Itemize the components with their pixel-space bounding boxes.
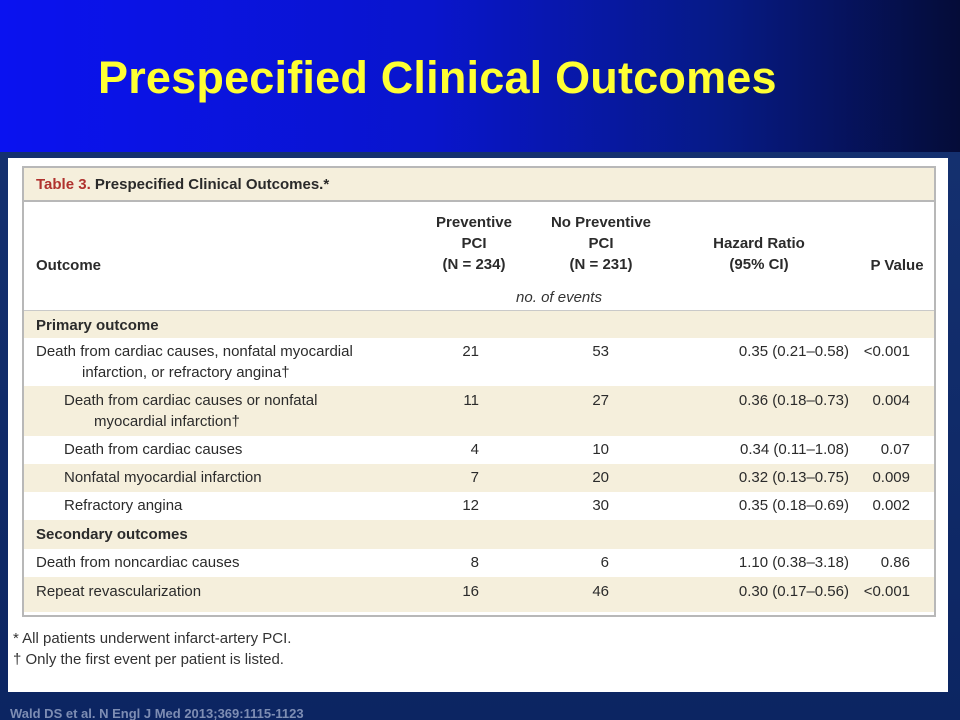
hazard-ratio-cell: 0.35 (0.18–0.69) (738, 497, 849, 514)
outcome-line1: Death from cardiac causes, nonfatal myoc… (36, 343, 353, 360)
header-no-preventive-pci: No Preventive PCI (N = 231) (536, 212, 666, 275)
preventive-cell: 16 (462, 583, 479, 600)
table-caption-text: Prespecified Clinical Outcomes.* (94, 176, 330, 193)
outcome-line1: Death from cardiac causes or nonfatal (64, 392, 318, 409)
table-row: Repeat revascularization 16 46 0.30 (0.1… (24, 577, 934, 612)
header-preventive-line2: PCI (461, 235, 487, 252)
no-preventive-cell: 30 (592, 497, 609, 514)
no-preventive-cell: 10 (592, 441, 609, 458)
hazard-ratio-cell: 0.36 (0.18–0.73) (738, 392, 849, 409)
table-row: Death from cardiac causes or nonfatal my… (24, 386, 934, 436)
p-value-cell: 0.009 (872, 469, 910, 486)
outcome-cell: Death from cardiac causes (64, 441, 243, 458)
section-secondary: Secondary outcomes (24, 520, 934, 549)
outcome-line2: infarction, or refractory angina† (82, 364, 290, 381)
no-preventive-cell: 53 (592, 343, 609, 360)
p-value-cell: <0.001 (863, 343, 910, 360)
table-header: Outcome Preventive PCI (N = 234) No Prev… (24, 202, 934, 311)
preventive-cell: 4 (470, 441, 479, 458)
outcome-cell: Death from cardiac causes, nonfatal myoc… (36, 341, 353, 383)
hazard-ratio-cell: 0.30 (0.17–0.56) (738, 583, 849, 600)
table-row: Death from noncardiac causes 8 6 1.10 (0… (24, 549, 934, 577)
header-hazard-ratio: Hazard Ratio (95% CI) (684, 233, 834, 275)
section-label: Primary outcome (36, 317, 159, 334)
header-no-preventive-line1: No Preventive (550, 214, 652, 231)
preventive-cell: 8 (470, 554, 479, 571)
hazard-ratio-cell: 1.10 (0.38–3.18) (738, 554, 849, 571)
footnote: * All patients underwent infarct-artery … (13, 630, 292, 647)
no-preventive-cell: 27 (592, 392, 609, 409)
outcome-cell: Death from noncardiac causes (36, 554, 240, 571)
header-preventive-pci: Preventive PCI (N = 234) (419, 212, 529, 275)
preventive-cell: 11 (463, 392, 479, 409)
header-hazard-line2: (95% CI) (729, 256, 789, 273)
source-citation: Wald DS et al. N Engl J Med 2013;369:111… (10, 706, 304, 720)
table-row: Refractory angina 12 30 0.35 (0.18–0.69)… (24, 492, 934, 520)
p-value-cell: 0.86 (880, 554, 910, 571)
no-preventive-cell: 20 (592, 469, 609, 486)
header-outcome: Outcome (36, 257, 102, 274)
header-no-preventive-line3: (N = 231) (569, 256, 633, 273)
header-hazard-line1: Hazard Ratio (713, 235, 805, 252)
table-row: Death from cardiac causes, nonfatal myoc… (24, 338, 934, 386)
hazard-ratio-cell: 0.34 (0.11–1.08) (740, 441, 849, 458)
footnote: † Only the first event per patient is li… (13, 651, 284, 668)
header-no-preventive-line2: PCI (588, 235, 614, 252)
table-row: Nonfatal myocardial infarction 7 20 0.32… (24, 464, 934, 492)
preventive-cell: 21 (462, 343, 479, 360)
p-value-cell: 0.002 (872, 497, 910, 514)
hazard-ratio-cell: 0.32 (0.13–0.75) (738, 469, 849, 486)
slide-title: Prespecified Clinical Outcomes (98, 52, 777, 103)
table-caption: Table 3. Prespecified Clinical Outcomes.… (24, 168, 934, 202)
outcome-line2: myocardial infarction† (94, 413, 240, 430)
section-label: Secondary outcomes (36, 526, 188, 543)
p-value-cell: <0.001 (863, 583, 910, 600)
hazard-ratio-cell: 0.35 (0.21–0.58) (738, 343, 849, 360)
outcomes-table: Table 3. Prespecified Clinical Outcomes.… (22, 166, 936, 617)
table-row: Death from cardiac causes 4 10 0.34 (0.1… (24, 436, 934, 464)
table-footnotes: * All patients underwent infarct-artery … (13, 628, 291, 670)
preventive-cell: 12 (462, 497, 479, 514)
outcome-cell: Refractory angina (64, 497, 183, 514)
section-primary: Primary outcome (24, 311, 934, 338)
title-banner: Prespecified Clinical Outcomes (0, 0, 960, 152)
table-number: Table 3. (36, 176, 91, 193)
p-value-cell: 0.004 (872, 392, 910, 409)
no-preventive-cell: 46 (592, 583, 609, 600)
header-p-value: P Value (870, 257, 924, 274)
units-label: no. of events (516, 289, 602, 306)
header-preventive-line1: Preventive (436, 214, 512, 231)
outcome-cell: Nonfatal myocardial infarction (64, 469, 262, 486)
outcome-cell: Repeat revascularization (36, 583, 202, 600)
preventive-cell: 7 (470, 469, 479, 486)
outcome-cell: Death from cardiac causes or nonfatal my… (64, 390, 317, 432)
p-value-cell: 0.07 (880, 441, 910, 458)
table-figure: Table 3. Prespecified Clinical Outcomes.… (8, 158, 948, 692)
no-preventive-cell: 6 (600, 554, 609, 571)
header-preventive-line3: (N = 234) (442, 256, 506, 273)
